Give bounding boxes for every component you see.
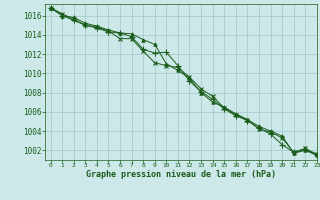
X-axis label: Graphe pression niveau de la mer (hPa): Graphe pression niveau de la mer (hPa) bbox=[86, 170, 276, 179]
